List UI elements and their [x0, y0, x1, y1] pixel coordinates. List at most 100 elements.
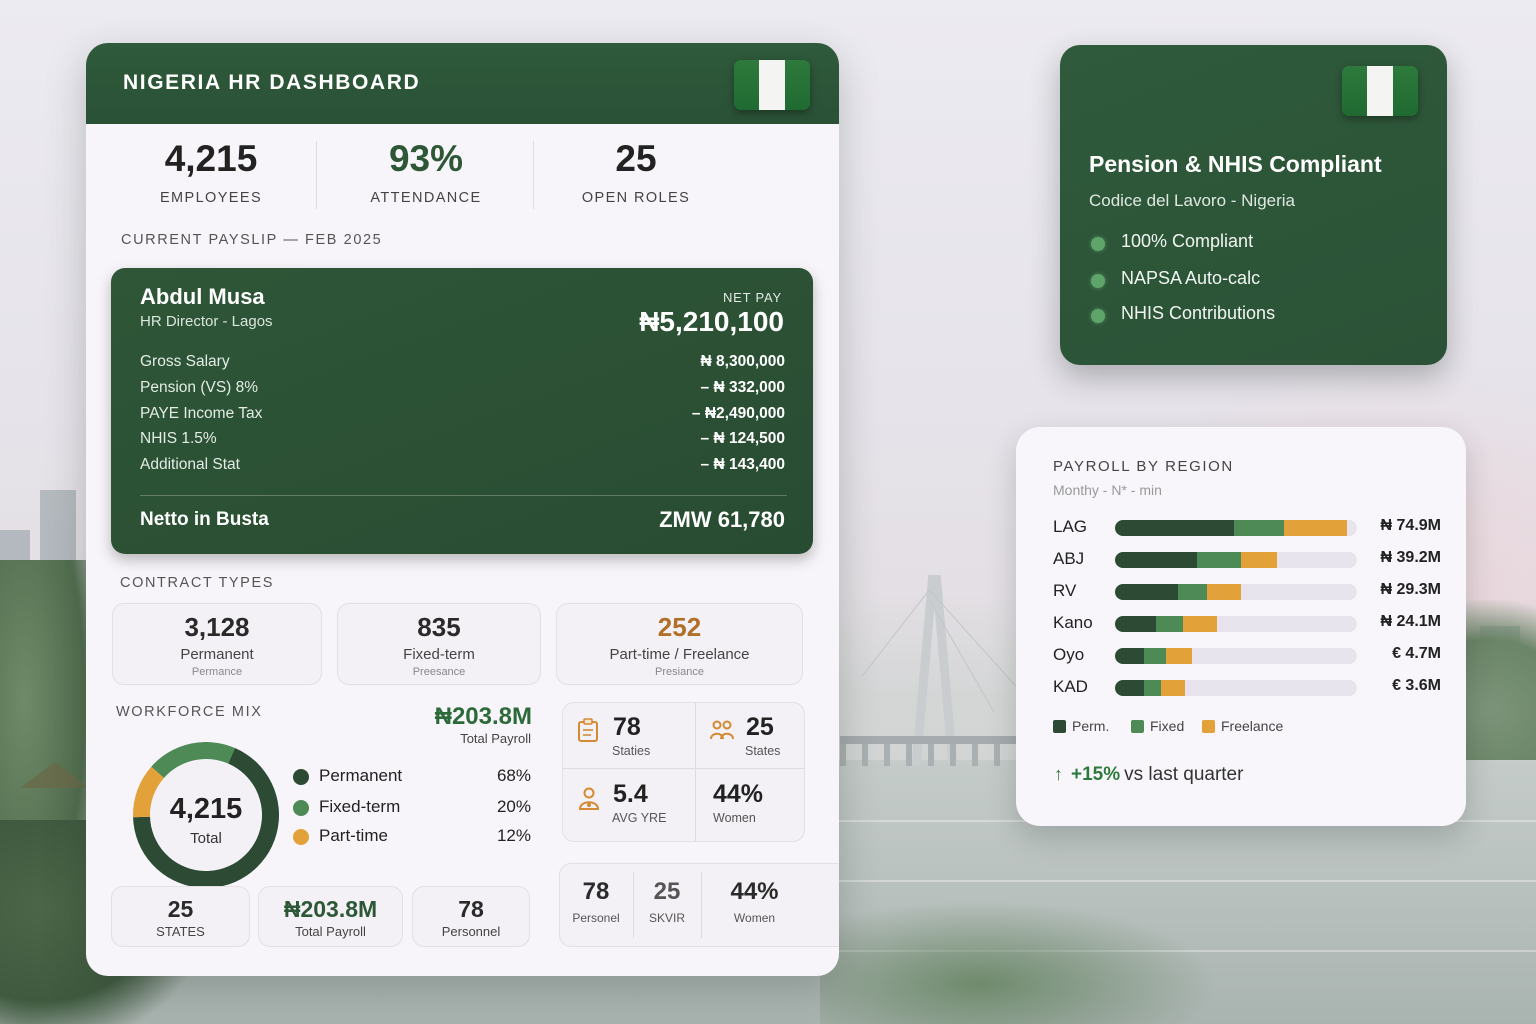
- region-code: KAD: [1053, 677, 1088, 696]
- trend-indicator: ↑ +15% vs last quarter: [1054, 764, 1243, 786]
- kpi-attendance[interactable]: 93% ATTENDANCE: [341, 138, 511, 206]
- kpi-value: 93%: [388, 138, 464, 179]
- region-bar-fixed: [1177, 584, 1207, 600]
- legend-label: Part-time: [319, 826, 388, 845]
- region-row[interactable]: LAG ₦ 74.9M: [1053, 517, 1443, 539]
- compliance-item-label: NHIS Contributions: [1121, 303, 1276, 323]
- trend-text: vs last quarter: [1124, 764, 1244, 785]
- compliance-item-label: NAPSA Auto-calc: [1121, 268, 1261, 288]
- payslip-line: PAYE Income Tax – ₦2,490,000: [140, 405, 785, 429]
- payslip-line: NHIS 1.5% – ₦ 124,500: [140, 430, 785, 454]
- region-code: Kano: [1053, 613, 1093, 632]
- region-bar-freelance: [1284, 520, 1348, 536]
- stat-value: 25: [746, 713, 774, 741]
- kpi-value: 4,215: [164, 138, 258, 179]
- payslip-line-label: Gross Salary: [140, 353, 230, 370]
- compliance-subtitle: Codice del Lavoro - Nigeria: [1089, 191, 1295, 210]
- region-code: RV: [1053, 581, 1077, 600]
- region-row[interactable]: Oyo € 4.7M: [1053, 645, 1443, 667]
- stat-value: 78: [613, 713, 641, 741]
- region-bar-perm: [1115, 584, 1178, 600]
- donut-segment-fixed-term[interactable]: [151, 742, 235, 778]
- region-code: ABJ: [1053, 549, 1085, 568]
- payslip-line-label: Additional Stat: [140, 456, 240, 473]
- region-bar-freelance: [1240, 552, 1278, 568]
- region-code: Oyo: [1053, 645, 1085, 664]
- summary-caption: Personnel: [441, 924, 501, 939]
- contract-subtitle: Permance: [191, 666, 243, 678]
- region-bar-fixed: [1197, 552, 1241, 568]
- contract-card-part-time[interactable]: 252 Part-time / Freelance Presiance: [556, 603, 803, 685]
- hr-dashboard-card: NIGERIA HR DASHBOARD 4,215 EMPLOYEES 93%…: [86, 43, 839, 976]
- stat-value: 5.4: [613, 780, 648, 808]
- payslip-line-amount: – ₦2,490,000: [691, 405, 785, 422]
- kpi-open-roles[interactable]: 25 OPEN ROLES: [551, 138, 721, 206]
- summary-personnel[interactable]: 78 Personnel: [412, 886, 530, 947]
- region-value: € 4.7M: [1392, 645, 1441, 662]
- compliance-title: Pension & NHIS Compliant: [1089, 151, 1382, 177]
- strip-personnel[interactable]: 78 Personel: [560, 864, 632, 946]
- contract-card-fixed-term[interactable]: 835 Fixed-term Preesance: [337, 603, 541, 685]
- region-bar-track: [1115, 680, 1357, 696]
- payslip-card[interactable]: Abdul Musa HR Director - Lagos NET PAY ₦…: [111, 268, 813, 554]
- stat-staties[interactable]: 78 Staties: [563, 703, 678, 763]
- compliance-card[interactable]: Pension & NHIS Compliant Codice del Lavo…: [1060, 45, 1447, 365]
- contract-count: 252: [657, 612, 702, 642]
- dashboard-title: NIGERIA HR DASHBOARD: [123, 71, 421, 94]
- region-bar-freelance: [1206, 584, 1241, 600]
- legend-swatch: [1053, 720, 1066, 733]
- divider: [533, 141, 534, 209]
- legend-swatch: [1202, 720, 1215, 733]
- workforce-donut-chart[interactable]: 4,215 Total: [122, 742, 284, 888]
- payslip-line-label: PAYE Income Tax: [140, 405, 263, 422]
- payslip-line: Pension (VS) 8% – ₦ 332,000: [140, 379, 785, 403]
- stat-value: 44%: [713, 780, 764, 808]
- region-row[interactable]: ABJ ₦ 39.2M: [1053, 549, 1443, 571]
- summary-states[interactable]: 25 STATES: [111, 886, 250, 947]
- contract-section-label: CONTRACT TYPES: [120, 575, 274, 591]
- summary-value: ₦203.8M: [283, 896, 378, 922]
- region-bar-freelance: [1165, 648, 1193, 664]
- divider: [316, 141, 317, 209]
- legend-swatch: [1131, 720, 1144, 733]
- donut-svg: [133, 742, 279, 888]
- net-total-label: Netto in Busta: [140, 509, 269, 530]
- region-row[interactable]: Kano ₦ 24.1M: [1053, 613, 1443, 635]
- person-badge-icon: [577, 785, 601, 817]
- strip-women[interactable]: 44% Women: [702, 864, 807, 946]
- region-value: € 3.6M: [1392, 677, 1441, 694]
- contract-card-permanent[interactable]: 3,128 Permanent Permance: [112, 603, 322, 685]
- stat-states[interactable]: 25 States: [696, 703, 811, 763]
- donut-segment-part-time[interactable]: [133, 766, 164, 818]
- region-bar-track: [1115, 648, 1357, 664]
- stat-caption: Staties: [612, 744, 651, 758]
- payslip-line: Gross Salary ₦ 8,300,000: [140, 353, 785, 377]
- contract-title: Part-time / Freelance: [609, 646, 750, 663]
- legend-item-permanent: Permanent 68%: [293, 766, 533, 788]
- stat-avg-years[interactable]: 5.4 AVG YRE: [563, 770, 678, 830]
- payslip-line-amount: – ₦ 124,500: [700, 430, 785, 447]
- contract-title: Permanent: [180, 646, 254, 663]
- net-total-value: ZMW 61,780: [659, 507, 785, 532]
- region-row[interactable]: RV ₦ 29.3M: [1053, 581, 1443, 603]
- summary-total-payroll[interactable]: ₦203.8M Total Payroll: [258, 886, 403, 947]
- region-bar-track: [1115, 552, 1357, 568]
- payslip-line-label: Pension (VS) 8%: [140, 379, 259, 396]
- region-row[interactable]: KAD € 3.6M: [1053, 677, 1443, 699]
- legend-dot: [293, 829, 309, 845]
- region-title: PAYROLL BY REGION: [1053, 458, 1234, 475]
- kpi-employees[interactable]: 4,215 EMPLOYEES: [126, 138, 296, 206]
- region-bar-fixed: [1144, 648, 1166, 664]
- stats-grid: 78 Staties 25 States 5.4 AVG YRE 44% Wom…: [562, 702, 805, 842]
- region-bar-perm: [1115, 520, 1234, 536]
- legend-dot: [293, 800, 309, 816]
- contract-title: Fixed-term: [403, 646, 475, 663]
- stat-women[interactable]: 44% Women: [696, 770, 811, 830]
- kpi-label: OPEN ROLES: [581, 190, 691, 206]
- strip-skvir[interactable]: 25 SKVIR: [634, 864, 700, 946]
- net-pay-label: NET PAY: [722, 290, 782, 305]
- payslip-line: Additional Stat – ₦ 143,400: [140, 456, 785, 480]
- clipboard-icon: [577, 718, 599, 748]
- total-payroll-label: Total Payroll: [460, 731, 531, 746]
- payslip-line-amount: – ₦ 332,000: [700, 379, 785, 396]
